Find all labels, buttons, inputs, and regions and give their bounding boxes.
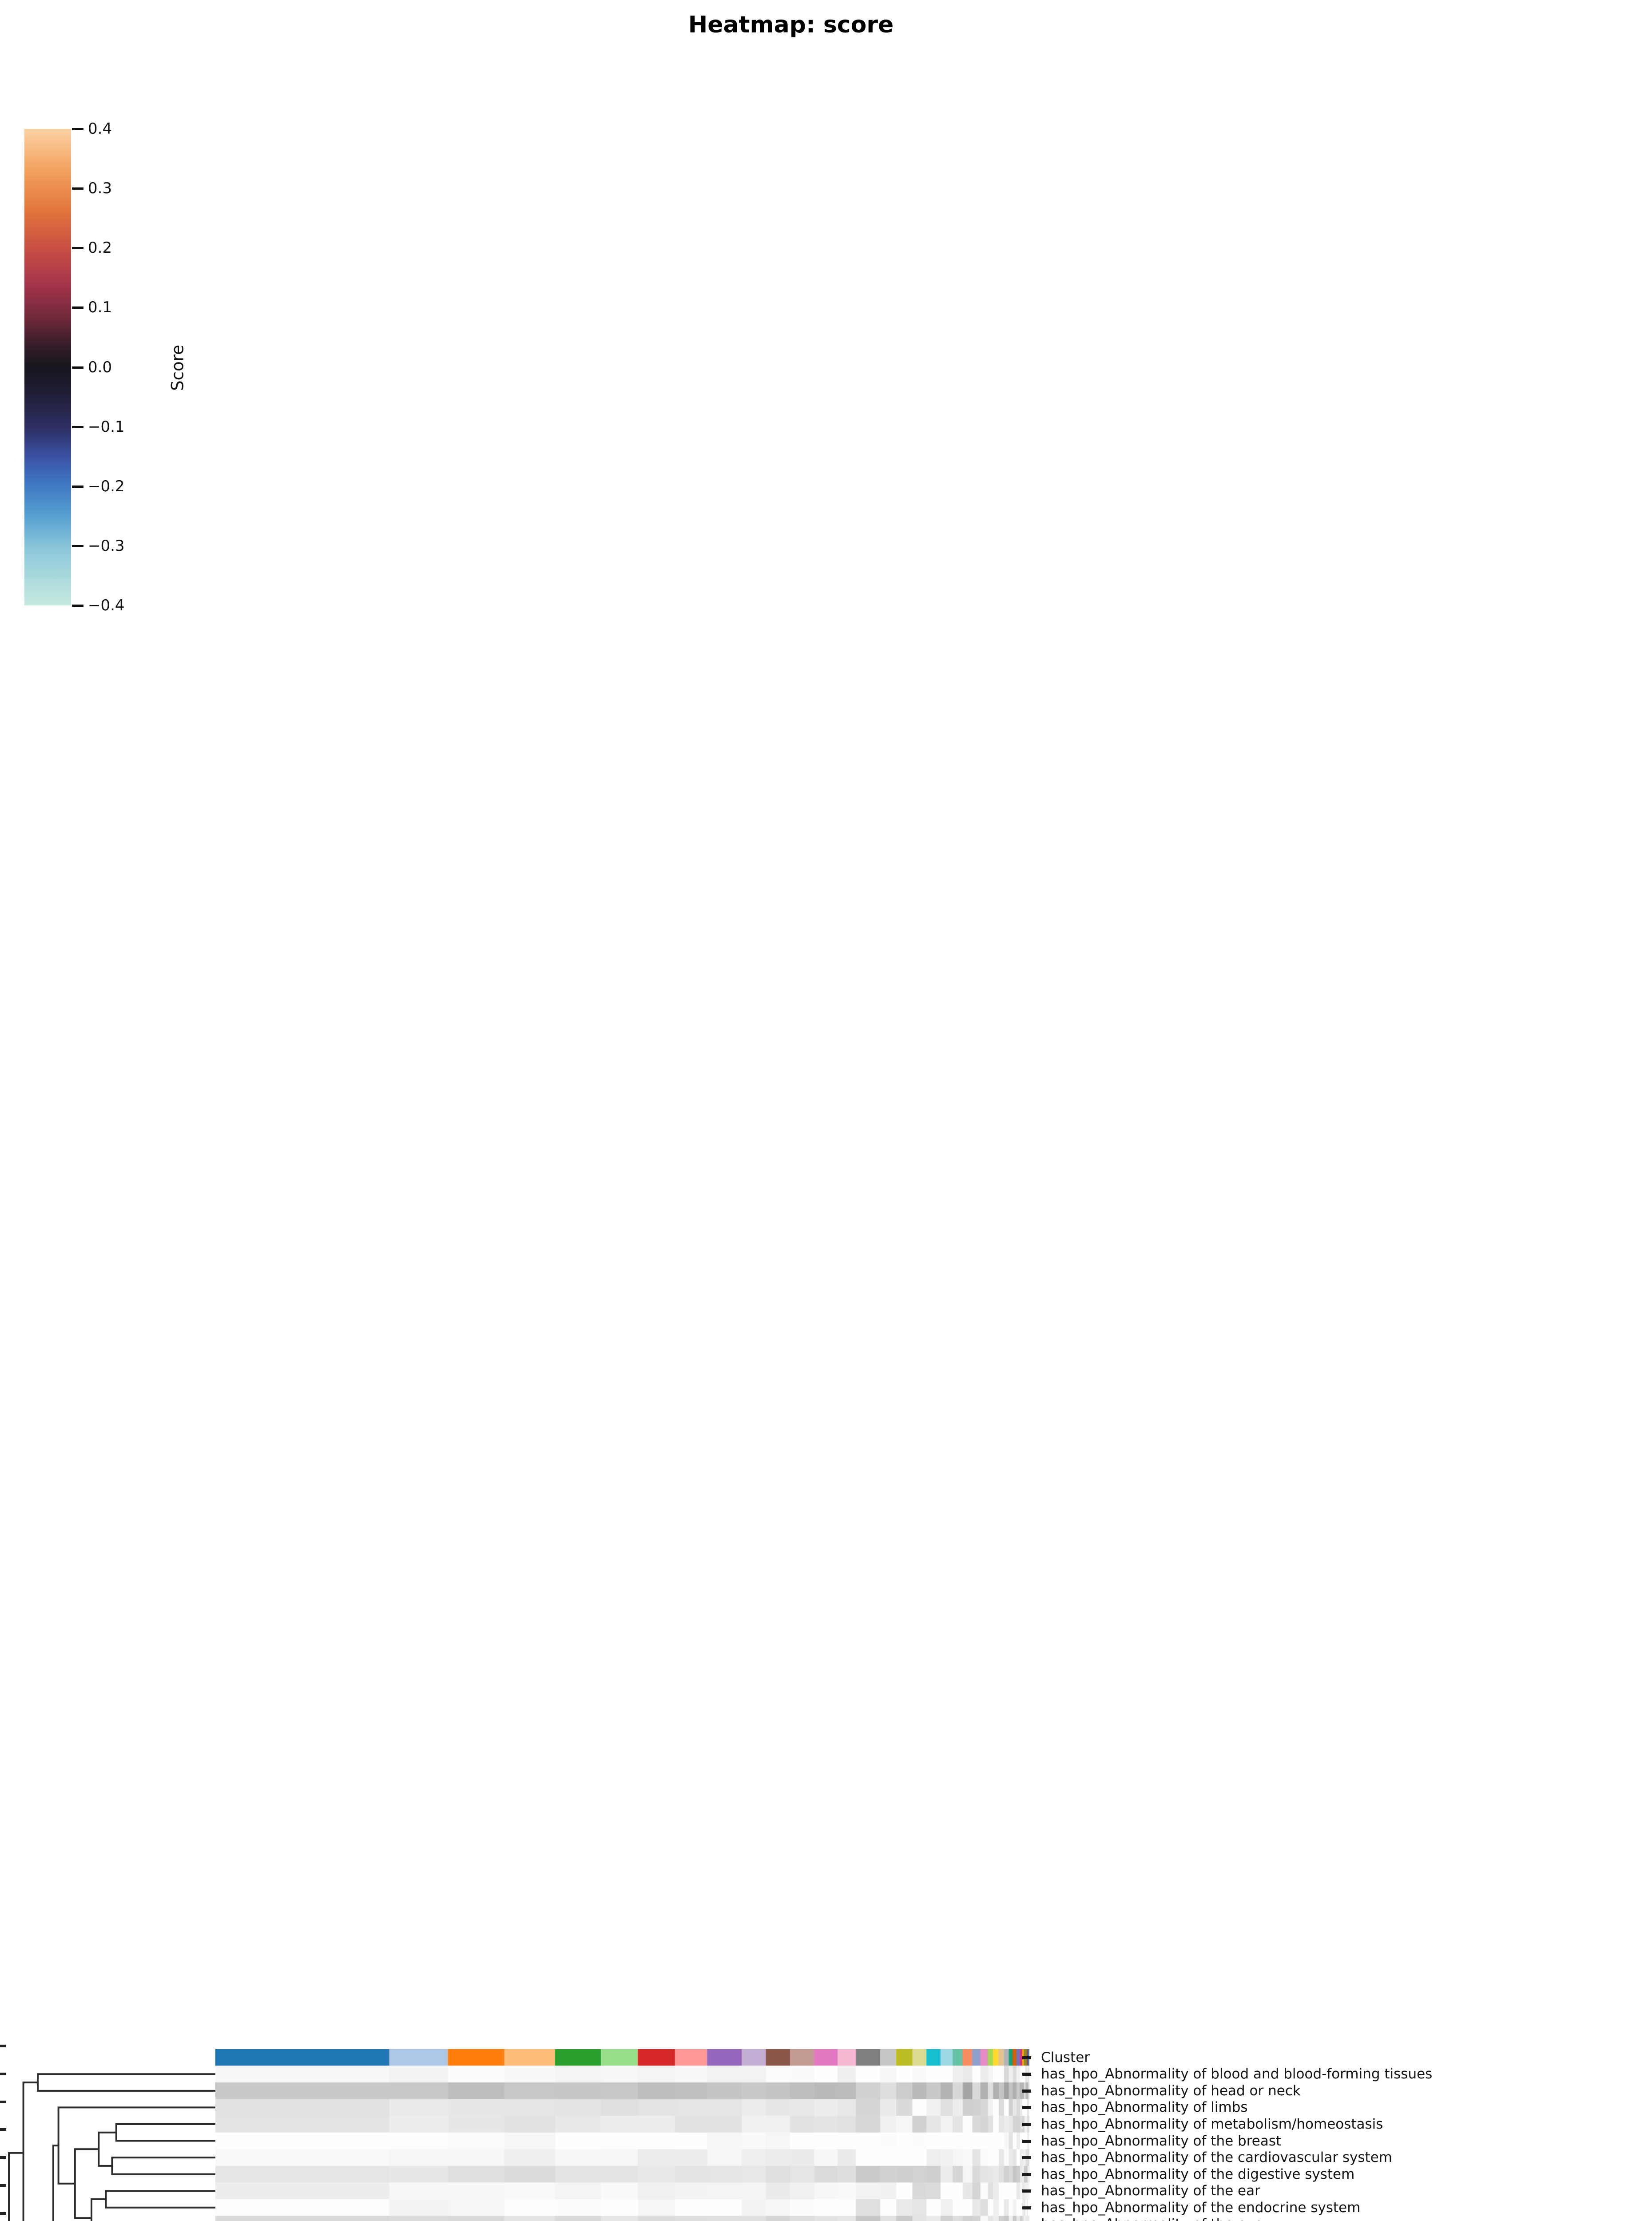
colorbar-tick-mark [72, 306, 83, 309]
row-label: has_hpo_Abnormality of the eye [1041, 2216, 1263, 2221]
colorbar-gradient [24, 129, 71, 605]
row-label: has_hpo_Abnormality of metabolism/homeos… [1041, 2116, 1383, 2132]
row-label: has_hpo_Abnormality of the ear [1041, 2183, 1260, 2199]
row-tick [1022, 2139, 1031, 2143]
colorbar-tick-label: 0.2 [88, 239, 112, 257]
row-tick [1022, 2189, 1031, 2193]
colorbar-tick-label: 0.0 [88, 358, 112, 376]
row-tick [1022, 2173, 1031, 2176]
dendrogram-axis-tick [0, 2184, 6, 2187]
colorbar-tick-label: −0.3 [88, 537, 125, 555]
colorbar-tick-mark [72, 247, 83, 250]
row-label: has_hpo_Abnormality of blood and blood-f… [1041, 2066, 1433, 2082]
row-label: has_hpo_Abnormality of the digestive sys… [1041, 2166, 1355, 2182]
row-tick [1022, 2206, 1031, 2209]
colorbar-tick-label: 0.1 [88, 299, 112, 317]
dendrogram-links [8, 2073, 215, 2221]
row-label: Cluster [1041, 2049, 1090, 2066]
dendrogram-axis-tick [0, 2072, 6, 2075]
dendrogram-axis-tick [0, 2156, 6, 2159]
row-tick [1022, 2089, 1031, 2093]
figure-title: Heatmap: score [688, 12, 894, 38]
dendrogram-axis-tick [0, 2212, 6, 2215]
colorbar-tick-label: 0.3 [88, 179, 112, 198]
colorbar-tick-mark [72, 366, 83, 369]
row-label: has_hpo_Abnormality of the breast [1041, 2133, 1282, 2149]
row-label: has_hpo_Abnormality of limbs [1041, 2099, 1248, 2116]
row-label: has_hpo_Abnormality of head or neck [1041, 2082, 1301, 2099]
row-dendrogram [8, 2073, 215, 2221]
colorbar-tick-mark [72, 545, 83, 547]
row-tick [1022, 2122, 1031, 2126]
colorbar-tick-mark [72, 485, 83, 488]
dendrogram-axis-tick [0, 2100, 6, 2103]
row-tick [1022, 2106, 1031, 2110]
colorbar-tick-label: −0.4 [88, 597, 125, 614]
heatmap-canvas [215, 2049, 1029, 2221]
dendrogram-axis-tick [0, 2045, 6, 2047]
colorbar-tick-mark [72, 426, 83, 428]
colorbar-tick-mark [72, 128, 83, 130]
row-tick [1022, 2056, 1031, 2059]
dendrogram-axis-tick [0, 2128, 6, 2131]
row-tick [1022, 2156, 1031, 2160]
colorbar-tick-mark [72, 605, 83, 607]
colorbar-tick-mark [72, 187, 83, 190]
row-label: has_hpo_Abnormality of the endocrine sys… [1041, 2199, 1361, 2216]
colorbar-axis-label: Score [168, 345, 187, 391]
colorbar-tick-label: 0.4 [88, 120, 112, 138]
colorbar-tick-label: −0.2 [88, 477, 125, 495]
colorbar-tick-label: −0.1 [88, 418, 125, 436]
row-label: has_hpo_Abnormality of the cardiovascula… [1041, 2149, 1392, 2166]
row-tick [1022, 2073, 1031, 2076]
